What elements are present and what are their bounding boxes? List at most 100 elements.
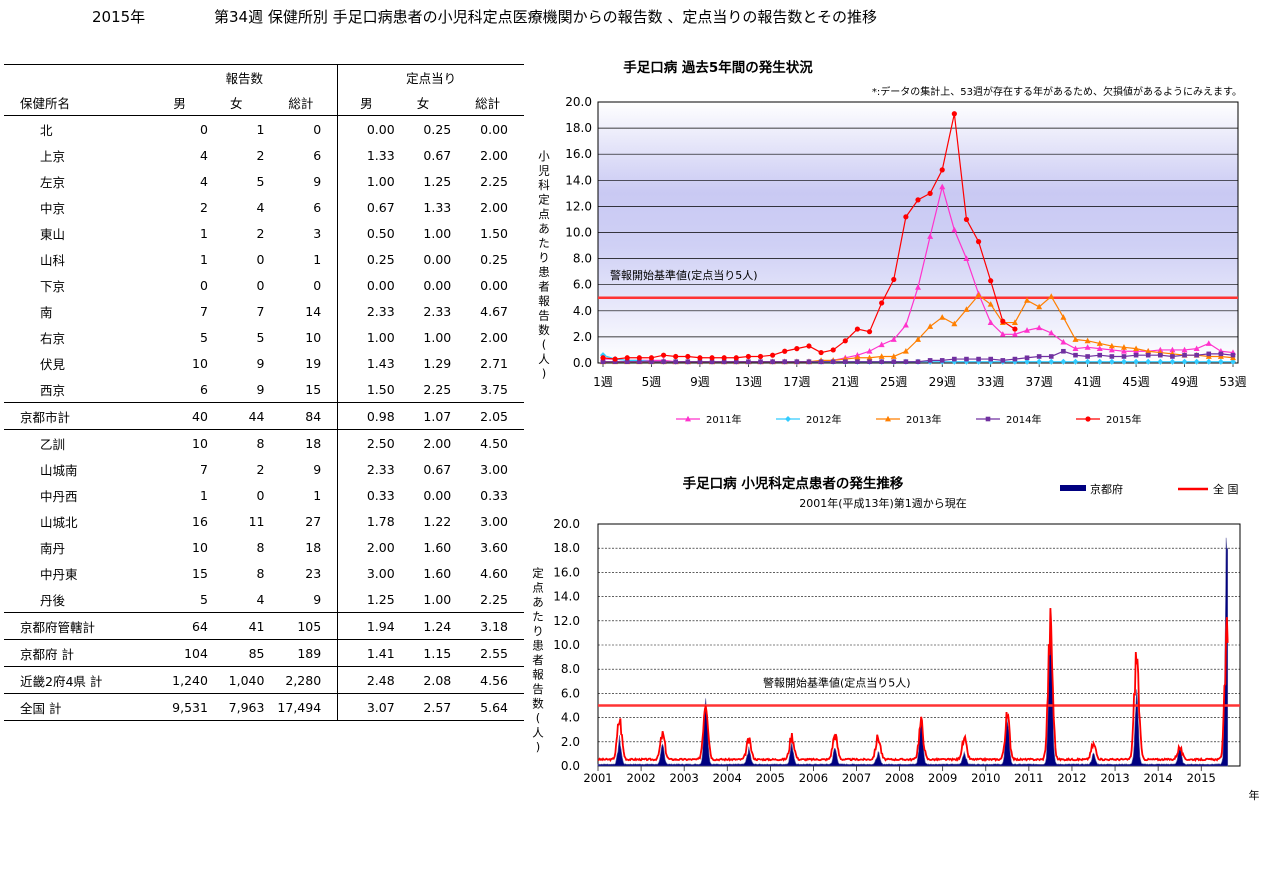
table-row: 東山 1 2 3 0.50 1.00 1.50 bbox=[4, 220, 524, 246]
data-point bbox=[1096, 345, 1103, 352]
cell-value: 0.00 bbox=[423, 487, 452, 503]
row-name: 乙訓 bbox=[40, 436, 66, 452]
cell-value: 3 bbox=[313, 225, 322, 241]
legend-label: 2015年 bbox=[1106, 413, 1141, 426]
x-tick-label: 2010 bbox=[971, 771, 1000, 785]
five-year-chart: 手足口病 過去5年間の発生状況 *:データの集計上、53週が存在する年があるため、… bbox=[538, 59, 1246, 426]
data-point bbox=[1218, 351, 1224, 357]
data-point bbox=[733, 359, 739, 364]
data-point bbox=[927, 323, 934, 329]
data-point bbox=[867, 359, 872, 364]
table-row: 中京 2 4 6 0.67 1.33 2.00 bbox=[4, 194, 524, 220]
chart-subtitle: 2001年(平成13年)第1週から現在 bbox=[799, 496, 967, 510]
row-name: 左京 bbox=[40, 174, 66, 190]
data-point bbox=[1217, 358, 1224, 365]
cell-value: 15 bbox=[305, 381, 322, 397]
cell-value: 14 bbox=[305, 303, 322, 319]
cell-value: 64 bbox=[151, 612, 208, 640]
data-point bbox=[915, 359, 921, 364]
row-name: 中丹西 bbox=[40, 488, 78, 504]
cell-value: 2.00 bbox=[480, 329, 508, 345]
cell-value: 2.57 bbox=[394, 693, 452, 721]
data-point bbox=[1060, 358, 1067, 365]
data-point bbox=[806, 359, 812, 364]
cell-value: 1.60 bbox=[423, 539, 452, 555]
cell-value: 17,494 bbox=[264, 693, 338, 721]
x-tick-label: 2002 bbox=[626, 771, 655, 785]
cell-value: 0 bbox=[256, 251, 265, 267]
data-point bbox=[1011, 319, 1018, 325]
y-axis-label-char: 人 bbox=[532, 726, 544, 740]
data-point bbox=[1084, 358, 1091, 365]
data-point bbox=[673, 359, 678, 364]
column-header: 男 bbox=[151, 89, 208, 116]
x-tick-label: 13週 bbox=[735, 375, 762, 389]
data-point bbox=[1181, 346, 1188, 353]
cell-value: 40 bbox=[151, 402, 208, 430]
cell-value: 1.78 bbox=[366, 513, 395, 529]
data-point bbox=[782, 348, 788, 354]
y-axis-label-char: 者 bbox=[538, 280, 550, 294]
table-row: 丹後 5 4 9 1.25 1.00 2.25 bbox=[4, 586, 524, 613]
cell-value: 2.71 bbox=[480, 355, 508, 371]
y-tick-label: 4.0 bbox=[561, 711, 580, 725]
y-tick-label: 0.0 bbox=[561, 759, 580, 773]
data-point bbox=[1230, 352, 1236, 358]
cell-value: 16 bbox=[192, 513, 208, 529]
table-row: 左京 4 5 9 1.00 1.25 2.25 bbox=[4, 168, 524, 194]
cell-value: 0.25 bbox=[480, 251, 508, 267]
chart-note: *:データの集計上、53週が存在する年があるため、欠損値があるようにみえます。 bbox=[872, 85, 1242, 98]
y-tick-label: 12.0 bbox=[553, 614, 580, 628]
data-point bbox=[1096, 358, 1103, 365]
data-point bbox=[927, 358, 933, 363]
row-name: 南丹 bbox=[40, 540, 66, 556]
y-tick-label: 10.0 bbox=[565, 226, 592, 240]
table-row: 山城北 16 11 27 1.78 1.22 3.00 bbox=[4, 508, 524, 534]
data-point bbox=[1048, 329, 1055, 336]
x-tick-label: 45週 bbox=[1122, 375, 1149, 389]
data-point bbox=[1121, 354, 1127, 359]
cell-value: 1.25 bbox=[423, 173, 452, 189]
data-point bbox=[1169, 358, 1176, 365]
table-row: 南 7 7 14 2.33 2.33 4.67 bbox=[4, 298, 524, 324]
cell-value: 1 bbox=[313, 487, 322, 503]
row-name: 西京 bbox=[40, 382, 66, 398]
cell-value: 4.50 bbox=[480, 435, 508, 451]
cell-value: 5 bbox=[199, 329, 208, 345]
cell-value: 0.00 bbox=[480, 277, 508, 293]
y-axis-label-char: 児 bbox=[538, 164, 550, 178]
data-point bbox=[1024, 355, 1030, 361]
data-point bbox=[649, 359, 654, 364]
data-point bbox=[612, 359, 618, 364]
row-name: 中丹東 bbox=[40, 566, 78, 582]
cell-value: 2.00 bbox=[366, 539, 395, 555]
cell-value: 2.50 bbox=[366, 435, 395, 451]
data-point bbox=[1193, 358, 1200, 365]
data-point bbox=[1120, 344, 1127, 350]
cell-value: 1.29 bbox=[423, 355, 452, 371]
row-name: 上京 bbox=[40, 148, 66, 164]
cell-value: 104 bbox=[151, 639, 208, 667]
cell-value: 0.33 bbox=[480, 487, 508, 503]
data-point bbox=[999, 331, 1006, 337]
data-point bbox=[988, 278, 994, 284]
cell-value: 0.67 bbox=[423, 147, 452, 163]
data-point bbox=[1072, 345, 1079, 352]
data-point bbox=[1048, 293, 1055, 299]
row-name: 京都市計 bbox=[4, 402, 152, 430]
cell-value: 1,240 bbox=[151, 666, 208, 694]
data-point bbox=[1109, 354, 1115, 359]
data-point bbox=[878, 353, 885, 359]
cell-value: 0 bbox=[199, 121, 208, 137]
data-point bbox=[985, 416, 991, 422]
data-point bbox=[855, 359, 860, 364]
legend-label: 2014年 bbox=[1006, 413, 1041, 426]
cell-value: 15 bbox=[192, 565, 208, 581]
cell-value: 1.33 bbox=[366, 147, 395, 163]
x-tick-label: 9週 bbox=[690, 375, 710, 389]
cell-value: 1 bbox=[199, 225, 208, 241]
cell-value: 1 bbox=[199, 487, 208, 503]
cell-value: 1.00 bbox=[366, 173, 395, 189]
cell-value: 5 bbox=[256, 329, 265, 345]
cell-value: 189 bbox=[264, 639, 338, 667]
